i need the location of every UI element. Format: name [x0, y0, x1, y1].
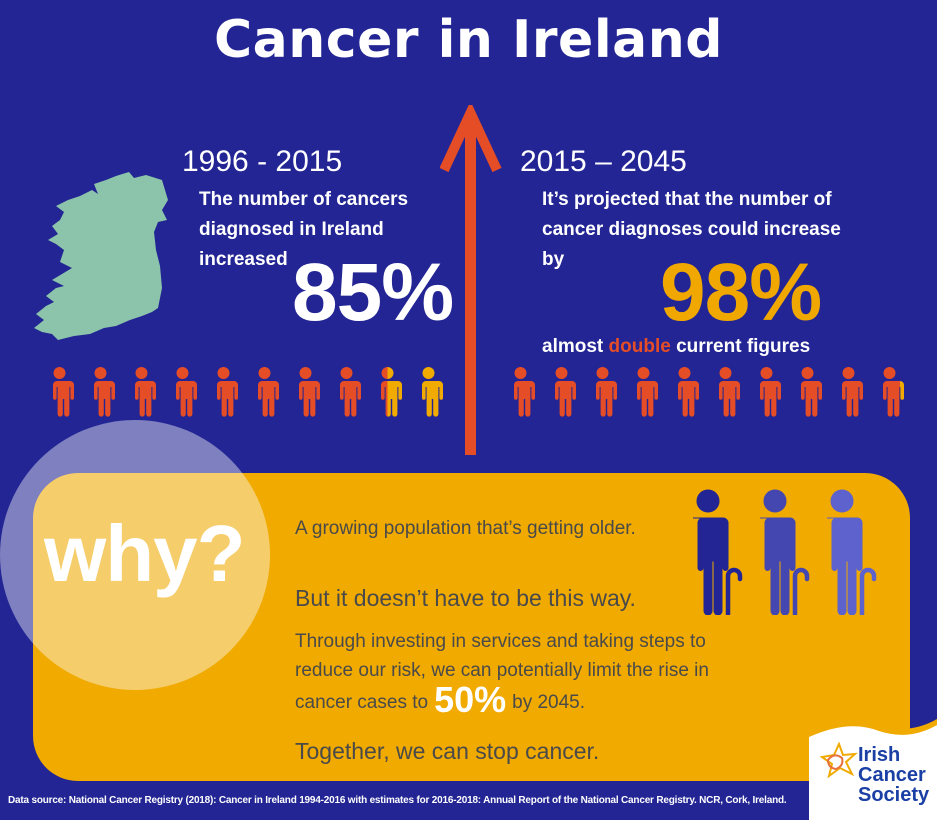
logo-line-1: Irish [858, 744, 901, 766]
logo-text: Irish Cancer Society [858, 745, 929, 805]
person-icon [833, 367, 864, 417]
double-subline: almost double current figures [542, 336, 810, 358]
person-icon [792, 367, 823, 417]
person-icon [290, 367, 321, 417]
person-icon [126, 367, 157, 417]
right-description: It’s projected that the number of cancer… [542, 189, 841, 270]
person-icon [751, 367, 782, 417]
person-icon [85, 367, 116, 417]
ireland-map-icon [34, 172, 168, 340]
elderly-person-icon [755, 488, 811, 615]
person-icon [505, 367, 536, 417]
why-line-3-percentage: 50% [434, 679, 507, 720]
person-half-icon [372, 367, 403, 417]
why-line-3-after: by 2045. [512, 692, 586, 713]
elderly-person-icon [822, 488, 878, 615]
person-icon [44, 367, 75, 417]
why-line-3-text: Through investing in services and taking… [295, 631, 709, 713]
person-icon [167, 367, 198, 417]
person-icon [546, 367, 577, 417]
why-line-3: Through investing in services and taking… [295, 627, 765, 720]
subline-before: almost [542, 336, 609, 357]
person-icon [208, 367, 239, 417]
subline-highlight: double [608, 336, 671, 357]
person-sliver-icon [874, 367, 905, 417]
person-icon [331, 367, 362, 417]
why-line-2: But it doesn’t have to be this way. [295, 585, 636, 611]
left-percentage: 85% [292, 247, 454, 338]
subline-after: current figures [670, 336, 811, 357]
logo-line-3: Society [858, 784, 930, 806]
up-arrow-icon [440, 105, 502, 455]
data-source: Data source: National Cancer Registry (2… [8, 795, 787, 806]
why-line-1: A growing population that’s getting olde… [295, 518, 636, 539]
left-period: 1996 - 2015 [182, 145, 343, 178]
person-icon [710, 367, 741, 417]
right-people-row [505, 367, 905, 417]
page-title: Cancer in Ireland [214, 10, 723, 70]
left-people-row [44, 367, 444, 417]
daffodil-icon [820, 742, 858, 779]
person-icon [587, 367, 618, 417]
right-period: 2015 – 2045 [520, 145, 687, 178]
logo-line-2: Cancer [858, 764, 926, 786]
why-panel [33, 473, 910, 781]
elderly-people-group [688, 488, 878, 615]
elderly-person-icon [688, 488, 744, 615]
why-line-4: Together, we can stop cancer. [295, 738, 600, 764]
person-icon [669, 367, 700, 417]
person-icon [628, 367, 659, 417]
why-heading: why? [44, 509, 245, 598]
person-icon [249, 367, 280, 417]
highlight-circle [0, 420, 270, 690]
person-icon [413, 367, 444, 417]
right-percentage: 98% [660, 247, 822, 338]
left-description: The number of cancers diagnosed in Irela… [199, 189, 409, 270]
